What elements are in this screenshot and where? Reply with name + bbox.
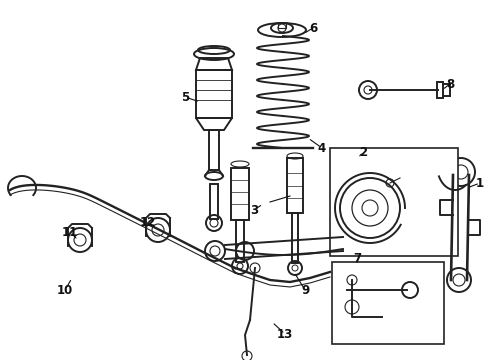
Bar [437,82,443,98]
Text: 13: 13 [277,328,293,341]
Text: 10: 10 [57,284,73,297]
Bar [292,213,298,263]
Text: 1: 1 [476,176,484,189]
Text: 7: 7 [353,252,361,265]
Bar [332,262,444,344]
Text: 5: 5 [181,90,189,104]
Text: 12: 12 [140,216,156,229]
Text: 6: 6 [309,22,317,35]
Text: 2: 2 [359,145,367,158]
Text: 8: 8 [446,77,454,90]
Bar [231,168,249,220]
Bar [287,158,303,213]
Text: 11: 11 [62,225,78,239]
Bar [196,70,232,118]
Bar [210,184,218,219]
Bar [236,220,244,262]
Bar [209,130,219,170]
Text: 9: 9 [301,284,309,297]
Text: 3: 3 [250,203,258,216]
Text: 4: 4 [318,141,326,154]
Bar [330,148,458,256]
